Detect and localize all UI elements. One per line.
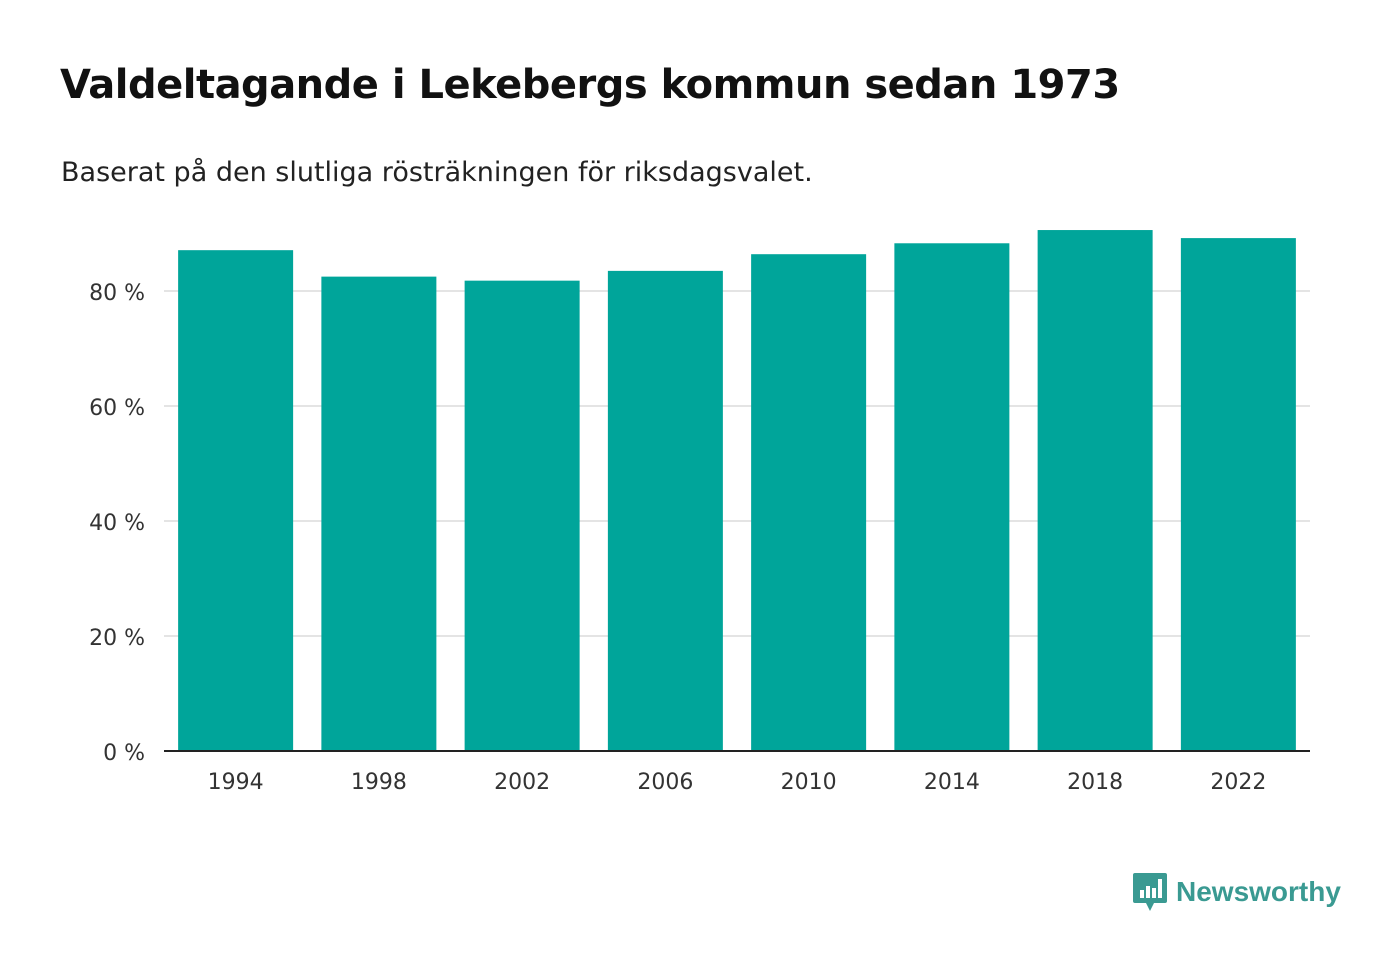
x-tick-label: 2018: [1067, 770, 1123, 795]
x-tick-label: 2014: [924, 770, 980, 795]
bar-2018: [1037, 230, 1153, 752]
bar-2022: [1180, 238, 1296, 752]
y-tick-label: 0 %: [103, 741, 145, 766]
x-tick-label: 2022: [1210, 770, 1266, 795]
brand-name: Newsworthy: [1176, 876, 1341, 907]
y-tick-label: 80 %: [89, 281, 145, 306]
y-tick-label: 60 %: [89, 396, 145, 421]
y-axis: 0 % 20 % 40 % 60 % 80 %: [89, 281, 145, 766]
bar-2014: [894, 243, 1010, 751]
newsworthy-logo-icon: [1133, 873, 1167, 911]
y-tick-label: 20 %: [89, 626, 145, 651]
bar-2006: [607, 270, 723, 751]
y-tick-label: 40 %: [89, 511, 145, 536]
x-tick-label: 1998: [351, 770, 407, 795]
bar-2010: [751, 254, 867, 751]
x-tick-label: 2002: [494, 770, 550, 795]
bar-1998: [321, 276, 437, 751]
x-tick-label: 2010: [781, 770, 837, 795]
chart-subtitle: Baserat på den slutliga rösträkningen fö…: [61, 157, 813, 188]
chart-title: Valdeltagande i Lekebergs kommun sedan 1…: [60, 62, 1120, 108]
x-axis: 1994 1998 2002 2006 2010 2014 2018 2022: [164, 750, 1310, 795]
bars: [178, 230, 1296, 752]
x-tick-label: 2006: [637, 770, 693, 795]
bar-1994: [178, 250, 294, 752]
brand-logo: Newsworthy: [1132, 871, 1341, 913]
x-tick-label: 1994: [208, 770, 264, 795]
bar-2002: [464, 280, 580, 751]
